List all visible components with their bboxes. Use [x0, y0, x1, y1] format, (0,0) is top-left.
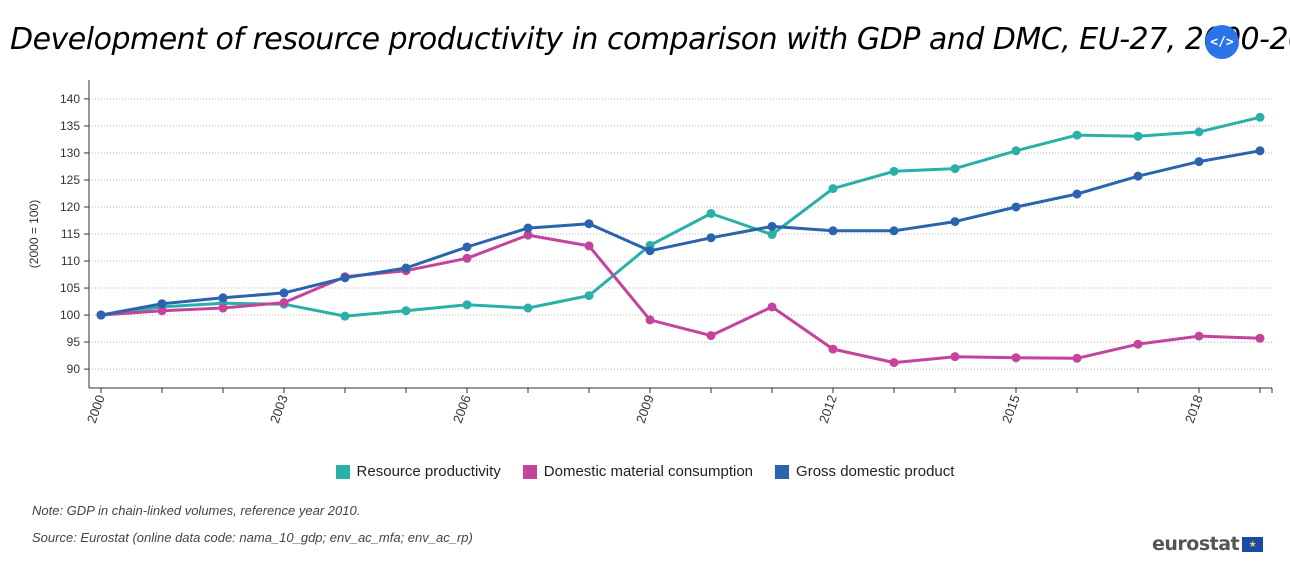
- chart-note: Note: GDP in chain-linked volumes, refer…: [32, 503, 361, 518]
- data-point: [828, 226, 838, 236]
- data-point: [1255, 146, 1265, 156]
- y-tick-label: 115: [61, 227, 80, 241]
- x-tick-label: 2009: [633, 393, 657, 425]
- y-tick-label: 135: [60, 119, 80, 133]
- data-point: [1255, 333, 1265, 343]
- chart-source: Source: Eurostat (online data code: nama…: [32, 530, 473, 545]
- data-point: [1133, 131, 1143, 141]
- data-point: [584, 219, 594, 229]
- line-chart: 90 95 100 105 110 115 120 125 130 135 140 (2000 = 1…: [27, 80, 1273, 425]
- data-point: [340, 311, 350, 321]
- data-point: [340, 273, 350, 283]
- legend-label: Resource productivity: [356, 463, 501, 480]
- legend-label: Gross domestic product: [796, 463, 955, 480]
- embed-code-button[interactable]: </>: [1205, 25, 1239, 59]
- chart-title: Development of resource productivity in …: [10, 22, 1290, 57]
- data-point: [706, 233, 716, 243]
- eurostat-wordmark: eurostat: [1152, 533, 1240, 555]
- legend-swatch: [335, 464, 350, 479]
- data-point: [462, 242, 472, 252]
- legend-swatch: [775, 464, 790, 479]
- x-tick-label: 2000: [84, 393, 108, 425]
- legend-swatch: [522, 464, 537, 479]
- data-point: [218, 293, 228, 303]
- data-point: [1011, 146, 1021, 156]
- data-point: [950, 164, 960, 174]
- data-point: [828, 184, 838, 194]
- data-point: [96, 310, 106, 320]
- data-point: [645, 315, 655, 325]
- data-point: [950, 352, 960, 362]
- y-tick-label: 140: [60, 92, 80, 106]
- data-point: [1133, 171, 1143, 181]
- data-point: [462, 253, 472, 263]
- data-point: [706, 331, 716, 341]
- data-point: [218, 303, 228, 313]
- eu-flag-icon: ★: [1242, 536, 1264, 552]
- y-tick-label: 95: [67, 335, 81, 349]
- code-icon: </>: [1210, 34, 1234, 50]
- data-point: [401, 306, 411, 316]
- data-point: [584, 291, 594, 301]
- data-point: [1194, 157, 1204, 167]
- y-tick-label: 105: [60, 281, 80, 295]
- y-tick-label: 100: [60, 308, 80, 322]
- data-point: [706, 208, 716, 218]
- data-point: [767, 221, 777, 231]
- x-tick-label: 2015: [999, 393, 1023, 425]
- data-point: [1255, 112, 1265, 122]
- data-point: [950, 217, 960, 227]
- data-point: [1072, 130, 1082, 140]
- y-tick-label: 90: [67, 362, 81, 376]
- data-point: [767, 230, 777, 240]
- data-point: [828, 344, 838, 354]
- y-tick-label: 110: [61, 254, 80, 268]
- data-point: [1072, 189, 1082, 199]
- series-line: [100, 233, 1261, 365]
- data-point: [1133, 339, 1143, 349]
- data-point: [523, 230, 533, 240]
- x-tick-label: 2003: [267, 393, 291, 425]
- x-tick-label: 2018: [1182, 393, 1206, 425]
- legend-label: Domestic material consumption: [543, 463, 754, 480]
- y-axis-label: (2000 = 100): [27, 200, 41, 268]
- data-point: [889, 358, 899, 368]
- data-point: [1072, 353, 1082, 363]
- data-point: [584, 241, 594, 251]
- legend-item[interactable]: Domestic material consumption: [522, 463, 754, 480]
- y-tick-label: 130: [60, 146, 80, 160]
- data-point: [1011, 353, 1021, 363]
- data-point: [279, 298, 289, 308]
- data-point: [279, 288, 289, 298]
- data-point: [523, 303, 533, 313]
- data-point: [1194, 127, 1204, 137]
- y-tick-label: 125: [60, 173, 80, 187]
- data-point: [401, 263, 411, 273]
- data-point: [157, 306, 167, 316]
- chart-legend: Resource productivity Domestic material c…: [0, 463, 1290, 480]
- eurostat-logo: eurostat ★: [1152, 533, 1264, 555]
- series-line: [100, 115, 1261, 318]
- data-point: [157, 299, 167, 309]
- legend-item[interactable]: Gross domestic product: [775, 463, 954, 480]
- data-point: [1194, 331, 1204, 341]
- data-point: [889, 226, 899, 236]
- x-tick-label: 2006: [450, 393, 474, 425]
- legend-item[interactable]: Resource productivity: [335, 463, 501, 480]
- data-point: [645, 246, 655, 256]
- data-point: [523, 223, 533, 233]
- data-point: [1011, 202, 1021, 212]
- data-point: [889, 166, 899, 176]
- data-point: [767, 302, 777, 312]
- y-tick-label: 120: [60, 200, 80, 214]
- x-tick-label: 2012: [816, 393, 840, 425]
- data-point: [462, 300, 472, 310]
- series-line: [100, 149, 1261, 317]
